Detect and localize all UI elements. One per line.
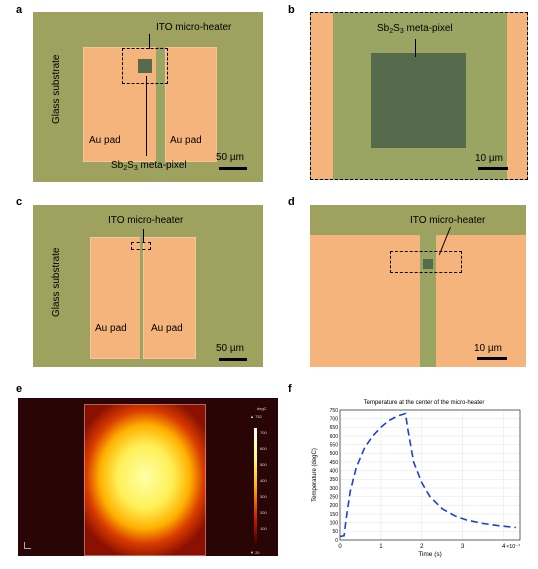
au-pad-left xyxy=(90,237,142,359)
scale-bar xyxy=(477,357,507,360)
y-tick-label: 250 xyxy=(330,494,339,500)
panel-d-micrograph: ITO micro-heater 10 µm xyxy=(310,205,526,367)
scale-label: 50 µm xyxy=(216,343,244,354)
glass-band xyxy=(310,205,526,235)
y-tick-label: 450 xyxy=(330,460,339,466)
x-tick-label: 4 xyxy=(502,544,506,550)
x-tick-label: 3 xyxy=(461,544,465,550)
y-tick-label: 0 xyxy=(335,538,338,544)
scale-label: 10 µm xyxy=(474,343,502,354)
y-tick-label: 350 xyxy=(330,477,339,483)
y-tick-label: 100 xyxy=(330,520,339,526)
heater-arrow xyxy=(149,34,150,49)
panel-f-label: f xyxy=(288,383,292,395)
panel-b-label: b xyxy=(288,4,295,16)
pad-right-label: Au pad xyxy=(151,323,183,334)
heater-label: ITO micro-heater xyxy=(410,215,486,226)
au-pad-right xyxy=(507,13,527,179)
substrate-label: Glass substrate xyxy=(51,54,62,124)
y-tick-label: 600 xyxy=(330,434,339,440)
panel-a-label: a xyxy=(16,4,23,16)
panel-e-heatmap: degC ▲ 732 ▼ 20 700 600 500 400 300 200 … xyxy=(18,398,278,556)
ito-strip xyxy=(140,237,143,367)
colorbar-tick: 500 xyxy=(260,462,267,467)
x-tick-labels: 0 1 2 3 4 xyxy=(338,544,506,550)
x-tick-label: 0 xyxy=(338,544,342,550)
chart-grid xyxy=(339,409,520,541)
plot-frame xyxy=(339,409,521,541)
panel-b-micrograph: Sb2S3 meta-pixel 10 µm xyxy=(310,12,528,180)
y-tick-labels: 0 50 100 150 200 250 300 350 400 450 500 550 600 650 7… xyxy=(330,408,339,544)
y-tick-label: 500 xyxy=(330,451,339,457)
panel-d-label: d xyxy=(288,196,295,208)
pad-left-label: Au pad xyxy=(95,323,127,334)
colorbar xyxy=(254,428,257,546)
colorbar-max: ▲ 732 xyxy=(250,414,262,419)
y-tick-label: 550 xyxy=(330,442,339,448)
x-tick-label: 2 xyxy=(420,544,424,550)
heater-region xyxy=(84,404,206,556)
highlight-box xyxy=(131,242,151,250)
scale-label: 10 µm xyxy=(475,153,503,164)
au-pad-right xyxy=(165,47,217,162)
colorbar-min: ▼ 20 xyxy=(250,550,260,555)
substrate-label: Glass substrate xyxy=(51,247,62,317)
colorbar-tick: 700 xyxy=(260,430,267,435)
y-tick-label: 700 xyxy=(330,416,339,422)
x-exponent-label: ×10⁻⁷ xyxy=(506,543,520,550)
pixel-arrow xyxy=(146,76,147,156)
heater-label: ITO micro-heater xyxy=(156,22,232,33)
scale-bar xyxy=(219,358,247,361)
colorbar-tick: 600 xyxy=(260,446,267,451)
panel-a-micrograph: ITO micro-heater Sb2S3 meta-pixel Au pad… xyxy=(33,12,263,182)
temperature-chart: Temperature at the center of the micro-h… xyxy=(312,400,521,558)
y-tick-label: 50 xyxy=(332,529,338,535)
meta-pixel xyxy=(371,53,466,148)
meta-pixel xyxy=(138,59,152,73)
colorbar-tick: 100 xyxy=(260,526,267,531)
meta-pixel xyxy=(423,259,433,269)
pixel-label: Sb2S3 meta-pixel xyxy=(111,160,187,172)
colorbar-tick: 400 xyxy=(260,478,267,483)
pad-left-label: Au pad xyxy=(89,135,121,146)
pad-right-label: Au pad xyxy=(170,135,202,146)
scale-bar xyxy=(478,167,508,170)
au-pad-right xyxy=(143,237,196,359)
highlight-box xyxy=(390,251,462,273)
panel-c-micrograph: ITO micro-heater Au pad Au pad Glass sub… xyxy=(33,205,263,367)
device-outline xyxy=(84,404,206,556)
ito-strip xyxy=(156,47,165,182)
y-tick-label: 150 xyxy=(330,512,339,518)
x-tick-label: 1 xyxy=(379,544,383,550)
panel-e-label: e xyxy=(16,383,23,395)
colorbar-tick: 200 xyxy=(260,510,267,515)
temperature-series-line xyxy=(339,412,516,538)
y-tick-label: 650 xyxy=(330,425,339,431)
highlight-box xyxy=(122,48,168,84)
panel-c-label: c xyxy=(16,196,23,208)
au-pad-left xyxy=(311,13,333,179)
y-tick-label: 300 xyxy=(330,486,339,492)
heater-arrow xyxy=(143,229,144,243)
chart-title: Temperature at the center of the micro-h… xyxy=(364,400,485,406)
y-tick-label: 200 xyxy=(330,503,339,509)
colorbar-unit: degC xyxy=(257,406,267,411)
scale-label: 50 µm xyxy=(216,152,244,163)
colorbar-tick: 300 xyxy=(260,494,267,499)
axis-triad-icon xyxy=(24,542,31,549)
y-tick-label: 400 xyxy=(330,468,339,474)
pixel-arrow xyxy=(415,39,416,57)
scale-bar xyxy=(219,167,247,170)
y-tick-label: 750 xyxy=(330,408,339,414)
x-axis-label: Time (s) xyxy=(418,551,442,558)
heater-label: ITO micro-heater xyxy=(108,215,184,226)
y-axis-label: Temperature (degC) xyxy=(312,448,318,502)
pixel-label: Sb2S3 meta-pixel xyxy=(377,23,453,35)
